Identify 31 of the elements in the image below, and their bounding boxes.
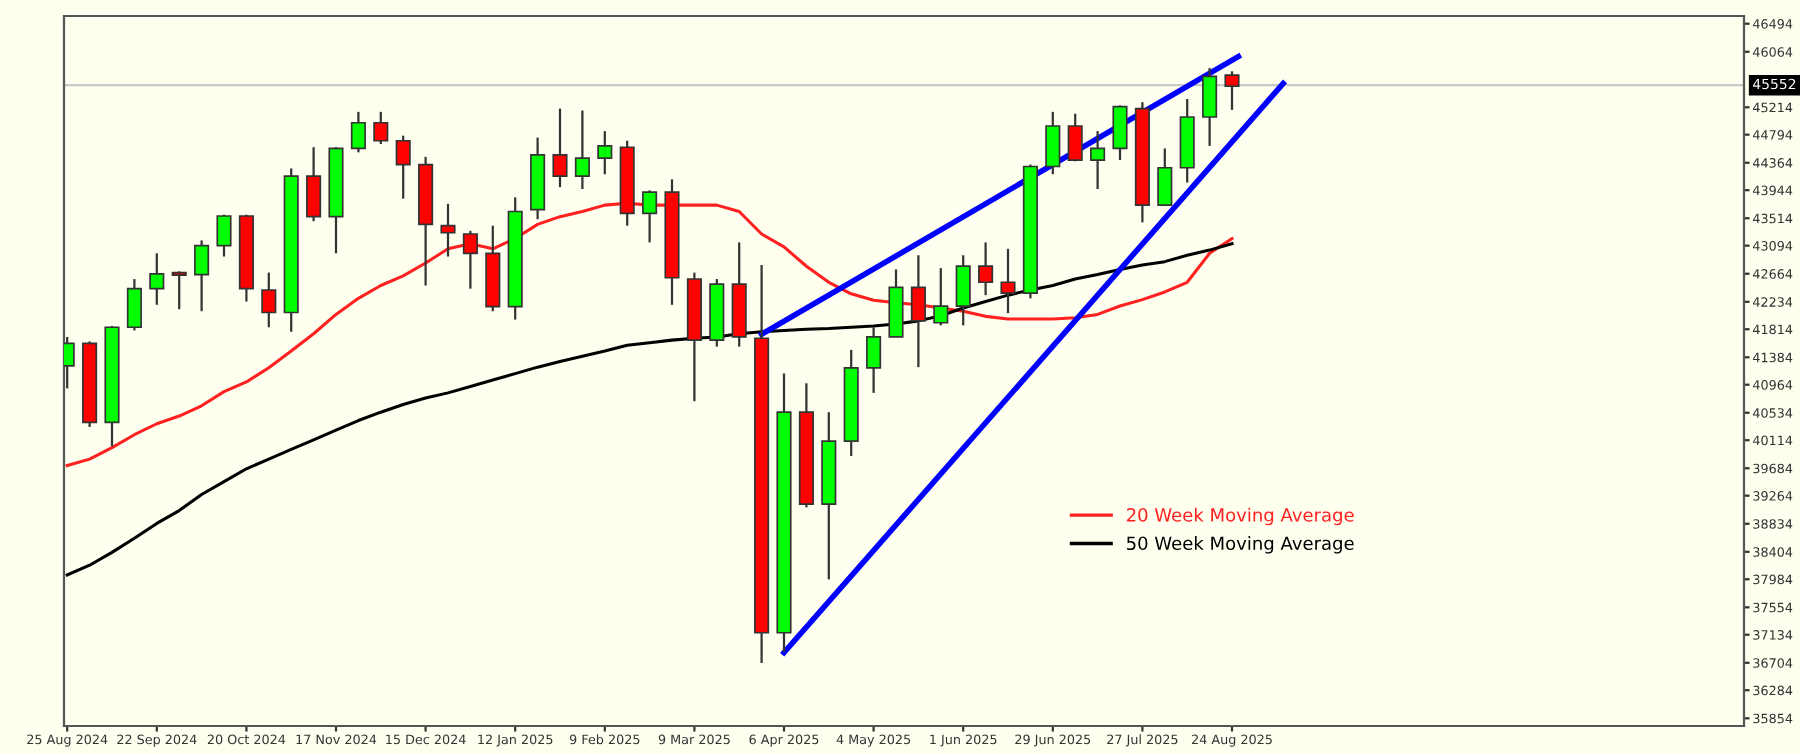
candlestick bbox=[306, 146, 322, 223]
candlestick bbox=[462, 229, 478, 290]
candlestick bbox=[597, 129, 613, 176]
candlestick bbox=[955, 254, 971, 327]
candlestick bbox=[373, 110, 389, 146]
legend-label: 50 Week Moving Average bbox=[1127, 536, 1354, 554]
candlestick bbox=[395, 134, 411, 200]
candlestick bbox=[216, 213, 232, 258]
candlestick bbox=[978, 241, 994, 297]
candlestick bbox=[440, 202, 456, 258]
candlestick bbox=[194, 239, 210, 313]
candlestick bbox=[1090, 129, 1106, 191]
candlestick bbox=[1067, 112, 1083, 163]
candlestick bbox=[1112, 104, 1128, 162]
candlestick bbox=[933, 267, 949, 327]
candlestick bbox=[552, 107, 568, 189]
candlestick bbox=[1000, 247, 1016, 315]
candlestick bbox=[1224, 70, 1240, 111]
candlestick bbox=[171, 270, 187, 311]
candlestick bbox=[642, 189, 658, 244]
candlestick bbox=[149, 252, 165, 306]
candlestick bbox=[261, 271, 277, 329]
candlestick bbox=[1202, 66, 1218, 148]
candlestick bbox=[1157, 147, 1173, 207]
candlestick bbox=[1045, 110, 1061, 176]
candlestick bbox=[866, 326, 882, 394]
candlestick bbox=[910, 254, 926, 369]
legend-label: 20 Week Moving Average bbox=[1126, 507, 1354, 526]
candlestick bbox=[126, 277, 142, 332]
candlestick bbox=[574, 109, 590, 191]
candlestick bbox=[350, 110, 366, 154]
